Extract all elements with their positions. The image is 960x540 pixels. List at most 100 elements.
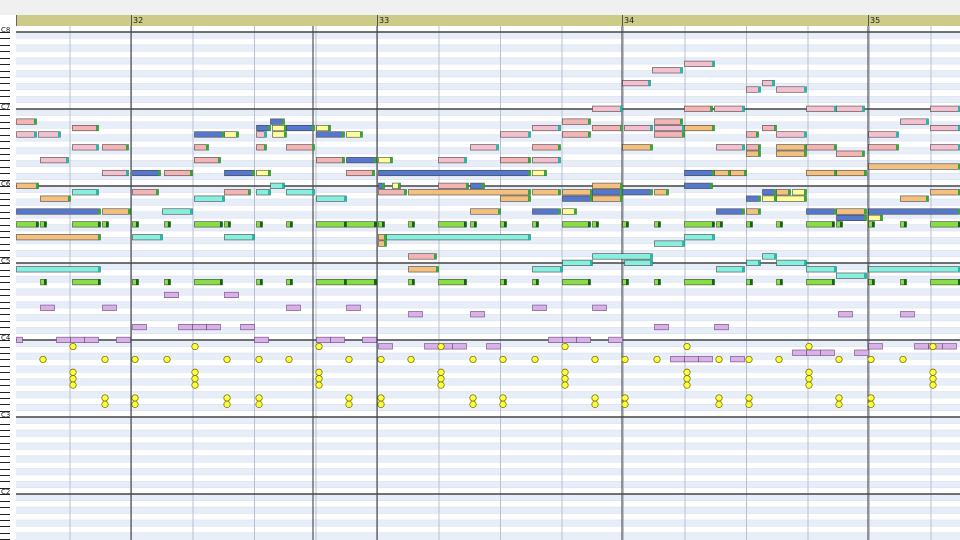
note-end-marker[interactable] <box>834 266 837 273</box>
note-end-marker[interactable] <box>168 221 171 228</box>
piano-key[interactable] <box>0 442 10 444</box>
note[interactable] <box>684 105 713 112</box>
drum-note[interactable] <box>561 342 569 351</box>
note[interactable] <box>40 195 71 202</box>
note-end-marker[interactable] <box>680 118 683 125</box>
note-end-marker[interactable] <box>536 221 539 228</box>
note[interactable] <box>624 259 653 266</box>
drum-note[interactable] <box>39 355 47 364</box>
note[interactable] <box>684 221 715 228</box>
note[interactable] <box>102 169 129 177</box>
drum-note[interactable] <box>683 368 691 376</box>
note[interactable] <box>16 234 101 241</box>
note-end-marker[interactable] <box>528 157 531 163</box>
drum-note[interactable] <box>715 355 723 364</box>
piano-key[interactable] <box>0 128 10 130</box>
note[interactable] <box>868 144 899 151</box>
drum-note[interactable] <box>469 400 477 408</box>
note[interactable] <box>194 131 225 138</box>
note-end-marker[interactable] <box>528 234 531 240</box>
piano-key[interactable] <box>0 500 10 502</box>
note[interactable] <box>776 144 807 151</box>
piano-key[interactable] <box>0 141 10 143</box>
note[interactable] <box>562 279 591 286</box>
note[interactable] <box>254 336 269 343</box>
drum-note[interactable] <box>591 355 599 364</box>
note-end-marker[interactable] <box>958 144 960 151</box>
note[interactable] <box>730 356 745 363</box>
piano-key[interactable] <box>0 526 10 528</box>
drum-note[interactable] <box>683 342 691 351</box>
note[interactable] <box>346 279 377 286</box>
note-end-marker[interactable] <box>774 195 777 202</box>
piano-key[interactable] <box>0 166 10 168</box>
note[interactable] <box>72 189 99 196</box>
note-end-marker[interactable] <box>620 125 623 131</box>
note[interactable] <box>500 131 531 138</box>
piano-key[interactable] <box>0 237 10 239</box>
note[interactable] <box>532 304 547 311</box>
note-end-marker[interactable] <box>528 170 531 176</box>
note[interactable] <box>72 279 101 286</box>
piano-key[interactable] <box>0 160 10 162</box>
piano-key[interactable] <box>0 192 10 194</box>
note-end-marker[interactable] <box>360 131 363 138</box>
note-end-marker[interactable] <box>342 157 345 163</box>
note[interactable] <box>820 349 835 356</box>
note[interactable] <box>652 67 683 74</box>
note[interactable] <box>470 144 499 151</box>
piano-key[interactable] <box>0 115 10 117</box>
note-end-marker[interactable] <box>434 253 437 260</box>
note-end-marker[interactable] <box>44 279 47 285</box>
note-end-marker[interactable] <box>896 144 899 151</box>
note[interactable] <box>776 131 807 138</box>
note-end-marker[interactable] <box>926 118 929 125</box>
note[interactable] <box>132 324 147 331</box>
drum-note[interactable] <box>621 394 629 402</box>
note[interactable] <box>16 118 37 125</box>
note[interactable] <box>378 343 393 350</box>
note-end-marker[interactable] <box>958 106 960 112</box>
drum-note[interactable] <box>683 375 691 383</box>
note-end-marker[interactable] <box>832 221 835 228</box>
note[interactable] <box>470 208 501 215</box>
note-end-marker[interactable] <box>282 183 285 189</box>
note[interactable] <box>868 343 883 350</box>
drum-note[interactable] <box>255 394 263 402</box>
piano-key[interactable] <box>0 462 10 464</box>
note-end-marker[interactable] <box>682 131 685 138</box>
piano-key[interactable] <box>0 147 10 149</box>
piano-key[interactable] <box>0 365 10 367</box>
note-end-marker[interactable] <box>588 131 591 138</box>
note-end-marker[interactable] <box>750 221 753 228</box>
note[interactable] <box>16 336 23 343</box>
piano-key[interactable] <box>0 288 10 290</box>
note[interactable] <box>452 343 467 350</box>
note-end-marker[interactable] <box>528 189 531 196</box>
note[interactable] <box>930 105 960 112</box>
piano-key[interactable] <box>0 436 10 438</box>
note[interactable] <box>532 266 563 273</box>
note[interactable] <box>70 336 85 343</box>
note-end-marker[interactable] <box>774 253 777 260</box>
piano-key[interactable] <box>0 51 10 53</box>
note[interactable] <box>836 272 867 279</box>
drum-note[interactable] <box>315 342 323 351</box>
note-end-marker[interactable] <box>344 279 347 285</box>
note[interactable] <box>900 195 929 202</box>
note[interactable] <box>178 324 193 331</box>
note[interactable] <box>286 189 315 196</box>
note[interactable] <box>132 169 161 177</box>
note[interactable] <box>592 105 623 112</box>
note-end-marker[interactable] <box>98 234 101 240</box>
note-end-marker[interactable] <box>464 279 467 285</box>
note-end-marker[interactable] <box>574 208 577 215</box>
drum-note[interactable] <box>69 381 77 389</box>
drum-note[interactable] <box>561 381 569 389</box>
note-end-marker[interactable] <box>218 157 221 163</box>
note-end-marker[interactable] <box>588 118 591 125</box>
note-end-marker[interactable] <box>596 221 599 228</box>
note[interactable] <box>386 234 531 241</box>
piano-key[interactable] <box>0 44 10 46</box>
note-end-marker[interactable] <box>284 125 287 131</box>
